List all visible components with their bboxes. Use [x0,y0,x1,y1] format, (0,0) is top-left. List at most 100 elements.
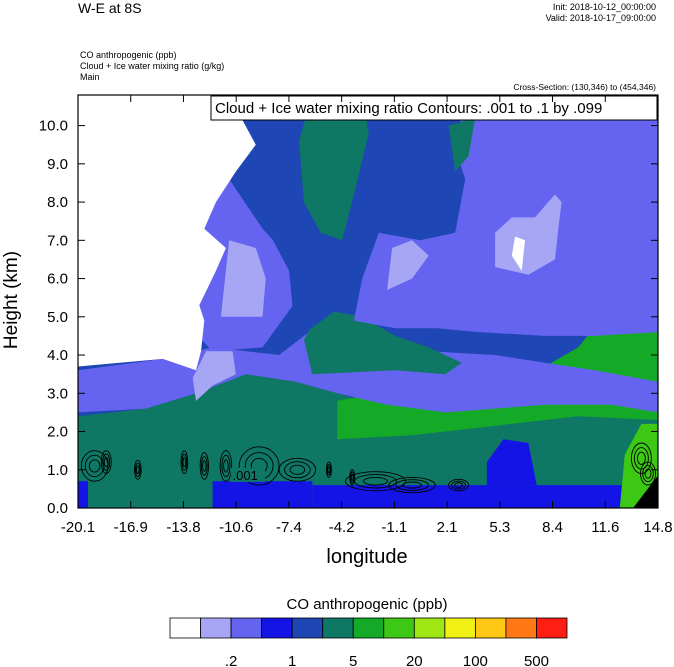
contour-line [402,481,422,489]
colorbar-swatch [291,617,324,639]
colorbar-swatch [505,617,537,639]
colorbar-label: 20 [406,653,423,667]
contour-line [326,461,332,478]
contour-line [223,459,229,473]
contour-line [388,476,436,494]
y-axis-label: Height (km) [1,251,22,349]
contour-group [100,450,112,475]
contour-line [349,469,356,486]
contour-line [180,450,189,475]
field-line: Main [80,72,100,82]
x-tick-label: -4.2 [329,519,355,536]
contour-line [278,457,317,482]
contour-line [326,463,332,476]
y-axis: 0.0 1.0 2.0 3.0 4.0 5.0 6.0 7.0 8.0 9.0 10.0 [39,118,658,517]
colorbar-label: 5 [349,653,357,667]
contour-line [636,451,646,465]
concentration-region [353,95,658,336]
y-tick-label: 6.0 [47,271,68,288]
colorbar-label: .2 [225,653,238,667]
contour-group [199,452,209,480]
contour-line [644,468,652,479]
x-tick-label: -20.1 [61,519,95,536]
contour-line [88,459,101,473]
concentration-region [486,439,537,486]
y-tick-label: 9.0 [47,156,68,173]
contour-line [219,450,233,482]
colorbar-swatch [474,617,507,639]
contour-line [451,480,467,490]
colorbar-swatch [261,617,293,639]
concentration-region [495,194,562,275]
contour-value-label: .001 [230,467,265,483]
concentration-region [304,309,462,375]
contour-line [182,457,187,468]
y-tick-label: 2.0 [47,424,68,441]
x-tick-label: -1.1 [381,519,407,536]
concentration-fills [78,95,658,508]
contour-legend-text: Cloud + Ice water mixing ratio Contours:… [215,100,602,117]
contour-line [640,461,656,486]
concentration-region [220,240,266,317]
colorbar-swatch [322,617,354,639]
contour-group [134,459,142,480]
colorbar-label: 1 [288,653,296,667]
contour-line [199,452,209,480]
contour-line [103,457,109,468]
concentration-region [387,240,429,290]
field-line: CO anthropogenic (ppb) [80,50,177,60]
y-tick-label: 7.0 [47,232,68,249]
contour-line [630,442,652,475]
colorbar-swatch [536,617,568,639]
cross-section-label: Cross-Section: (130,346) to (454,346) [513,82,656,92]
contour-value-box [230,467,265,482]
contour-group [219,450,233,482]
page-title: W-E at 8S [78,0,142,16]
field-line: Cloud + Ice water mixing ratio (g/kg) [80,61,225,71]
contour-line [289,464,306,475]
contour-line [454,482,464,488]
x-axis-label: longitude [326,546,407,568]
x-tick-label: -13.8 [166,519,200,536]
contour-legend-box [210,95,658,121]
concentration-region [299,95,369,241]
contour-line [100,450,112,475]
contour-line [354,474,397,489]
contour-line [200,456,208,476]
contour-line [327,466,331,474]
contour-line [395,479,429,491]
colorbar-label: 100 [463,653,488,667]
contour-lines [80,442,656,494]
contour-line [84,454,105,478]
contour-line [135,462,141,477]
concentration-region [78,95,256,371]
x-tick-label: -16.9 [114,519,148,536]
contour-group [349,469,356,486]
contour-line [134,459,142,480]
colorbar: .2 1 5 20 100 500 [169,617,568,667]
y-tick-label: 3.0 [47,385,68,402]
concentration-region [511,236,525,271]
contour-line [642,465,654,483]
contour-value-text: .001 [233,468,258,483]
concentration-region [212,481,313,508]
contour-group [326,461,332,478]
y-tick-label: 0.0 [47,500,68,517]
contour-legend: Cloud + Ice water mixing ratio Contours:… [210,95,658,121]
plot-frame [77,94,659,509]
contour-group [180,450,189,475]
colorbar-swatch [230,617,263,639]
contour-group [448,478,469,492]
colorbar-title: CO anthropogenic (ppb) [287,596,448,613]
contour-line [238,446,280,486]
x-tick-label: 14.8 [643,519,672,536]
x-tick-label: 8.4 [542,519,563,536]
colorbar-swatch [444,617,476,639]
contour-group [388,476,436,494]
concentration-region [192,351,236,401]
concentration-region [448,117,476,172]
contour-line [181,453,188,471]
contour-line [363,476,388,486]
x-tick-label: -10.6 [219,519,253,536]
